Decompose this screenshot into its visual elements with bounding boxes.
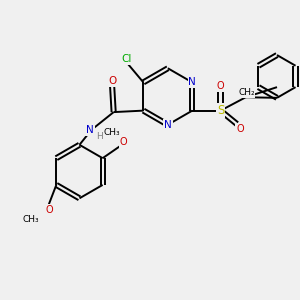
Text: N: N [188, 77, 196, 87]
Text: N: N [164, 120, 172, 130]
Text: O: O [45, 205, 53, 214]
Text: O: O [120, 137, 127, 147]
Text: CH₃: CH₃ [103, 128, 120, 137]
Text: CH₂: CH₂ [238, 88, 255, 97]
Text: N: N [86, 125, 94, 135]
Text: O: O [217, 81, 224, 91]
Text: O: O [236, 124, 244, 134]
Text: H: H [96, 132, 103, 141]
Text: CH₃: CH₃ [23, 214, 39, 224]
Text: S: S [217, 104, 224, 117]
Text: Cl: Cl [121, 54, 131, 64]
Text: O: O [108, 76, 116, 86]
